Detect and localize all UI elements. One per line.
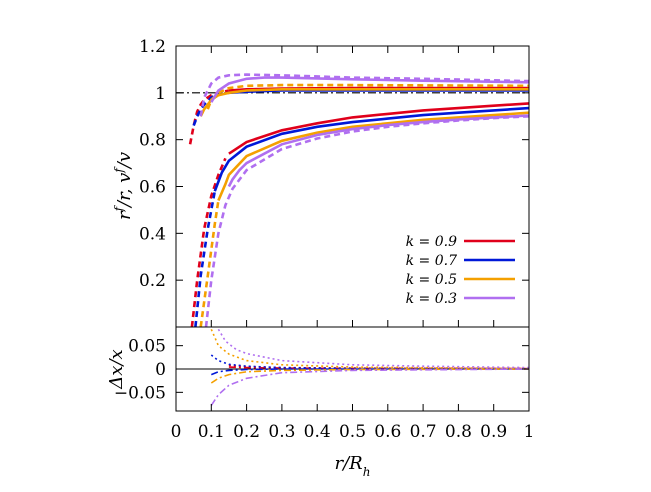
y-tick-label-top: 1.2	[139, 37, 166, 57]
residual-dashdot	[210, 368, 529, 384]
x-tick-label: 0.5	[339, 422, 366, 442]
x-tick-label: 1	[524, 422, 535, 442]
series-line-k03-upper-solid	[210, 76, 529, 103]
series-line-k07-lower-dashed	[194, 190, 217, 327]
legend-label: k = 0.5	[406, 272, 457, 288]
y-tick-label-bottom: 0	[155, 360, 166, 380]
series-line-k03-upper-dashed	[199, 73, 529, 117]
residual-dotted	[210, 328, 529, 370]
series-line-k07-upper-dashed	[192, 91, 230, 127]
y-tick-label-top: 0.6	[139, 178, 166, 198]
legend: k = 0.9 k = 0.7 k = 0.5 k = 0.3	[406, 234, 515, 307]
series-line-k05-upper-solid	[199, 88, 529, 117]
y-tick-label-bottom: 0.05	[128, 337, 166, 357]
y-tick-label-top: 0.8	[139, 131, 166, 151]
x-tick-label: 0.7	[410, 422, 437, 442]
series-line-k09-lower-dashed	[190, 157, 227, 327]
y-axis-title-top: rf/r, vf/v	[112, 152, 135, 220]
series-line-k05-lower-solid	[217, 111, 529, 202]
x-tick-label: 0.6	[374, 422, 401, 442]
residual-dashdot	[210, 368, 529, 406]
y-tick-label-bottom: −0.05	[114, 383, 166, 403]
y-tick-label-top: 0.2	[139, 271, 166, 291]
x-tick-label: 0	[171, 422, 182, 442]
x-tick-label: 0.8	[445, 422, 472, 442]
residual-dotted	[217, 328, 529, 369]
series-line-k03-lower-dashed	[204, 115, 529, 327]
top-panel: 0.2 0.4 0.6 0.8 1 1.2 rf/r, vf/v	[112, 37, 530, 328]
legend-label: k = 0.3	[406, 291, 457, 307]
x-tick-label: 0.1	[198, 422, 225, 442]
y-axis-title-bottom: Δx/x	[106, 349, 127, 389]
x-tick-label: 0.2	[233, 422, 260, 442]
x-axis-title: r/Rh	[335, 453, 371, 479]
series-line-k09-lower-solid	[228, 102, 529, 155]
residual-dotted	[210, 354, 529, 370]
residual-dashdot	[211, 368, 529, 376]
series-line-k07-lower-solid	[213, 106, 529, 192]
x-tick-label: 0.4	[304, 422, 331, 442]
series-line-k05-lower-dashed	[199, 200, 220, 327]
x-axis: 0 0.1 0.2 0.3 0.4 0.5 0.6 0.7 0.8 0.9 1 r/Rh	[171, 320, 535, 479]
x-tick-label: 0.3	[268, 422, 295, 442]
series-line-k03-lower-solid	[227, 114, 529, 188]
legend-label: k = 0.9	[406, 234, 457, 250]
x-tick-label: 0.9	[480, 422, 507, 442]
bottom-plot-area	[176, 328, 529, 406]
y-tick-label-top: 1	[155, 84, 166, 104]
top-plot-area	[176, 73, 529, 327]
legend-label: k = 0.7	[406, 253, 457, 269]
y-tick-label-top: 0.4	[139, 224, 166, 244]
